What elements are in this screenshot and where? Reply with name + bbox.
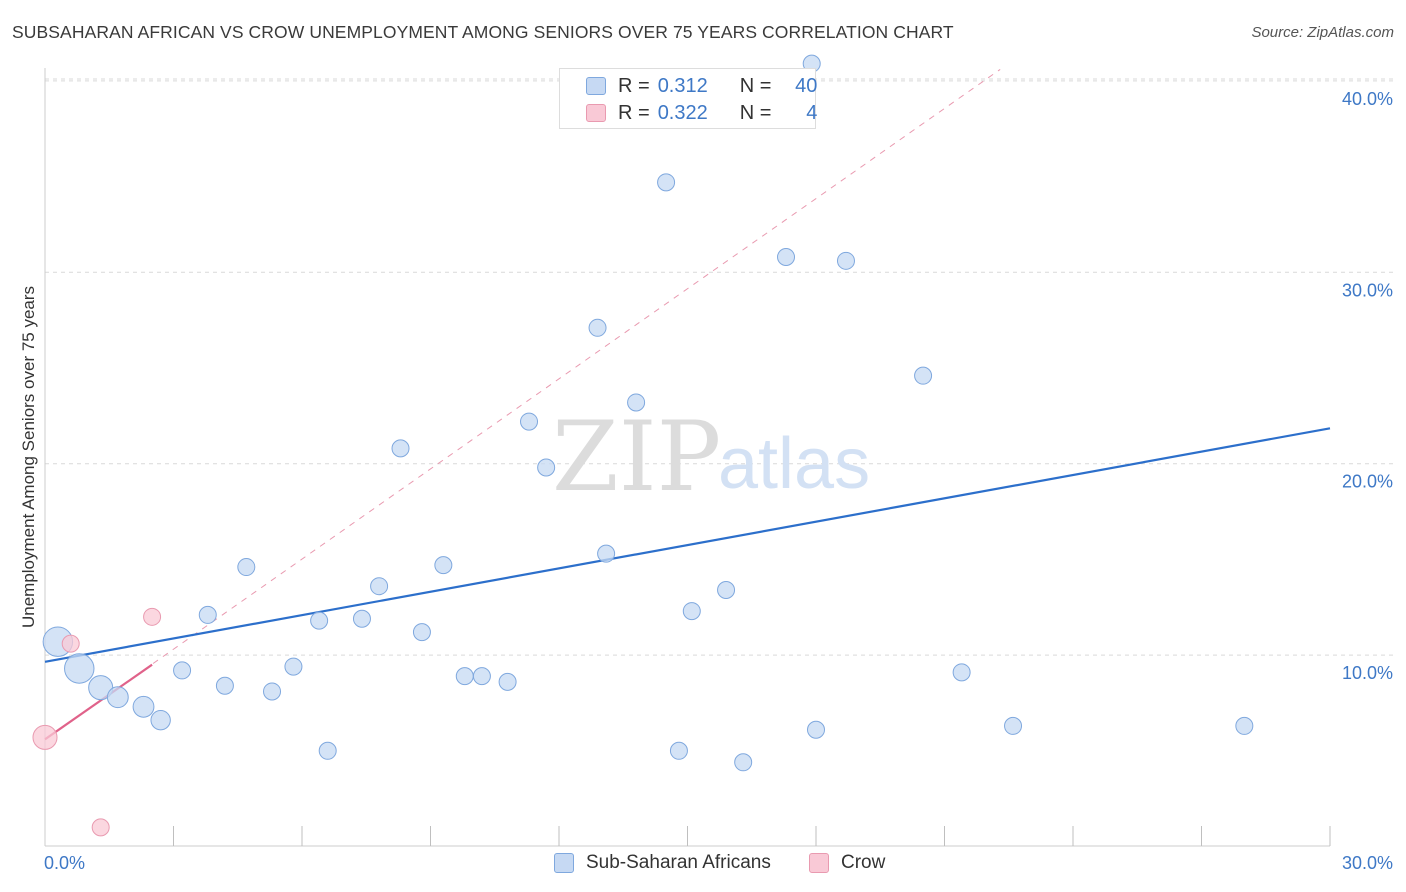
watermark-zip: ZIP xyxy=(552,401,721,513)
legend-label: Crow xyxy=(841,852,886,873)
sub-saharan-point xyxy=(807,720,825,739)
sub-saharan-point xyxy=(734,753,753,772)
sub-saharan-point xyxy=(310,611,329,630)
legend-swatch-blue xyxy=(554,853,574,873)
sub-saharan-point xyxy=(352,609,371,628)
sub-saharan-point xyxy=(914,366,933,385)
crow-point xyxy=(32,724,58,750)
sub-saharan-point xyxy=(520,412,539,431)
sub-saharan-point xyxy=(150,709,171,731)
sub-saharan-point xyxy=(455,667,474,686)
sub-saharan-point xyxy=(498,672,517,691)
sub-saharan-point xyxy=(198,605,217,624)
legend-n-value: 40 xyxy=(795,74,818,97)
legend-label: Sub-Saharan Africans xyxy=(586,852,771,873)
axis-layer xyxy=(44,68,1331,847)
sub-saharan-point xyxy=(836,251,855,270)
legend-n-value: 4 xyxy=(806,101,818,124)
sub-saharan-point xyxy=(64,653,95,684)
x-tick-label: 0.0% xyxy=(44,853,85,873)
sub-saharan-point xyxy=(1235,716,1254,735)
legend-item-crow[interactable]: Crow xyxy=(809,852,885,874)
sub-saharan-point xyxy=(173,661,192,680)
sub-saharan-point xyxy=(952,663,971,682)
sub-saharan-point xyxy=(434,556,453,575)
watermark-atlas: atlas xyxy=(718,424,870,504)
legend-n-label: N = xyxy=(739,101,772,124)
y-axis-title: Unemployment Among Seniors over 75 years xyxy=(19,286,38,628)
y-tick-label: 40.0% xyxy=(1342,89,1393,109)
crow-trendline xyxy=(44,663,153,741)
sub-saharan-point xyxy=(669,741,688,760)
sub-saharan-point xyxy=(1004,716,1023,735)
legend-row-pink: R = 0.322 N = 4 xyxy=(586,100,817,126)
sub-saharan-point xyxy=(263,682,282,701)
legend-swatch-blue xyxy=(586,77,606,95)
sub-saharan-point xyxy=(215,676,234,695)
sub-saharan-point xyxy=(472,667,491,686)
legend-r-label: R = xyxy=(618,74,650,97)
sub-saharan-point xyxy=(597,544,616,563)
sub-saharan-point xyxy=(657,173,676,192)
sub-saharan-point xyxy=(370,577,389,596)
sub-saharan-trendline xyxy=(44,427,1331,663)
sub-saharan-point xyxy=(627,393,646,412)
crow-point xyxy=(61,634,80,653)
points-layer xyxy=(32,54,1254,837)
sub-saharan-point xyxy=(391,439,410,458)
legend-r-value: 0.312 xyxy=(657,74,708,97)
sub-saharan-point xyxy=(777,247,796,266)
sub-saharan-point xyxy=(682,602,701,621)
legend-row-blue: R = 0.312 N = 40 xyxy=(586,73,817,99)
series-legend: Sub-Saharan Africans Crow xyxy=(0,852,1406,876)
legend-r-value: 0.322 xyxy=(657,101,708,124)
sub-saharan-point xyxy=(106,686,129,709)
label-layer: 10.0% 20.0% 30.0% 40.0% 0.0% 30.0% xyxy=(44,89,1393,873)
legend-item-sub-saharan[interactable]: Sub-Saharan Africans xyxy=(554,852,771,874)
crow-trendline-extended xyxy=(44,69,1001,740)
chart-title: SUBSAHARAN AFRICAN VS CROW UNEMPLOYMENT … xyxy=(12,22,954,42)
sub-saharan-point xyxy=(318,741,337,760)
crow-point xyxy=(143,607,162,626)
watermark: ZIP atlas xyxy=(552,401,870,513)
y-tick-label: 10.0% xyxy=(1342,663,1393,683)
sub-saharan-point xyxy=(284,657,303,676)
sub-saharan-point xyxy=(537,458,556,477)
chart-source: Source: ZipAtlas.com xyxy=(1251,24,1394,41)
sub-saharan-point xyxy=(412,623,431,642)
crow-point xyxy=(91,818,110,837)
legend-swatch-pink xyxy=(586,104,606,122)
sub-saharan-point xyxy=(588,318,607,337)
sub-saharan-point xyxy=(237,558,256,577)
sub-saharan-point xyxy=(132,695,155,718)
y-tick-label: 20.0% xyxy=(1342,472,1393,492)
y-tick-label: 30.0% xyxy=(1342,280,1393,300)
correlation-legend: R = 0.312 N = 40 R = 0.322 N = 4 xyxy=(559,68,817,129)
sub-saharan-point xyxy=(717,581,736,600)
legend-swatch-pink xyxy=(809,853,829,873)
x-tick-label: 30.0% xyxy=(1342,853,1393,873)
legend-r-label: R = xyxy=(618,101,650,124)
legend-n-label: N = xyxy=(739,74,772,97)
trend-layer xyxy=(44,69,1331,741)
